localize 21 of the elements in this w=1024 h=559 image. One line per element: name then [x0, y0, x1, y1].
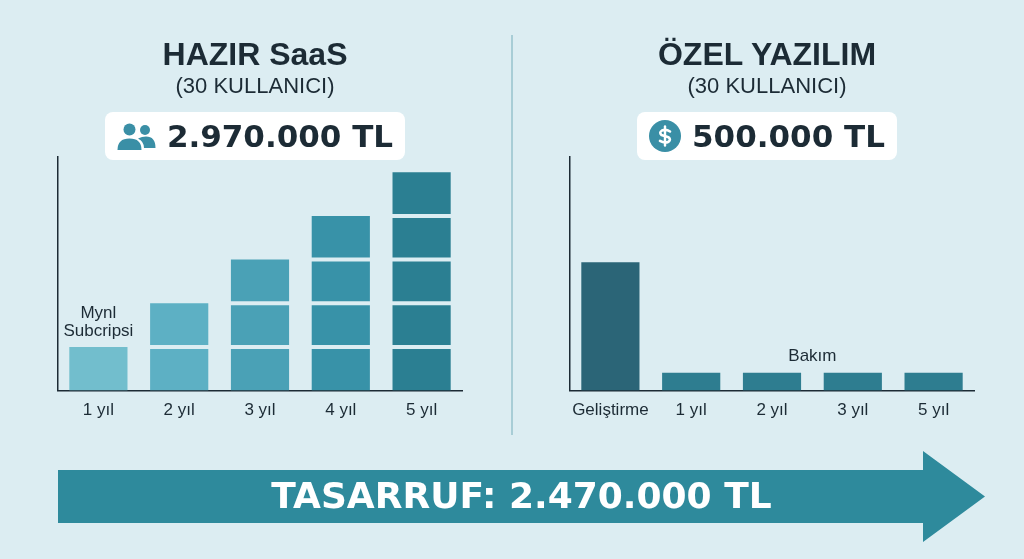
- x-tick-label: 3 yıl: [837, 400, 869, 420]
- annotation: Mynl Subcripsi: [63, 302, 134, 340]
- bar: [69, 346, 128, 391]
- x-tick-label: 1 yıl: [675, 400, 707, 420]
- chart-subtitle: (30 KULLANICI): [686, 73, 848, 98]
- series-label: Bakım: [788, 345, 837, 365]
- chart-subtitle: (30 KULLANICI): [174, 73, 336, 98]
- x-tick-label: 4 yıl: [325, 400, 357, 420]
- bar: [392, 172, 451, 216]
- value-box: 500.000 TL: [637, 112, 897, 160]
- x-tick-label: 1 yıl: [82, 400, 114, 420]
- x-tick-label: 5 yıl: [406, 400, 438, 420]
- x-tick-label: 2 yıl: [756, 400, 788, 420]
- value-box: 2.970.000 TL: [104, 112, 406, 160]
- x-tick-label: 5 yıl: [918, 400, 950, 420]
- text: TASARRUF: 2.470.000 TL: [270, 475, 773, 516]
- x-tick-label: 3 yıl: [244, 400, 276, 420]
- chart-title: HAZIR SaaS: [161, 36, 349, 72]
- x-tick-label: Geliştirme: [572, 400, 649, 420]
- x-tick-label: 2 yıl: [163, 400, 195, 420]
- chart-title: ÖZEL YAZILIM: [656, 36, 878, 72]
